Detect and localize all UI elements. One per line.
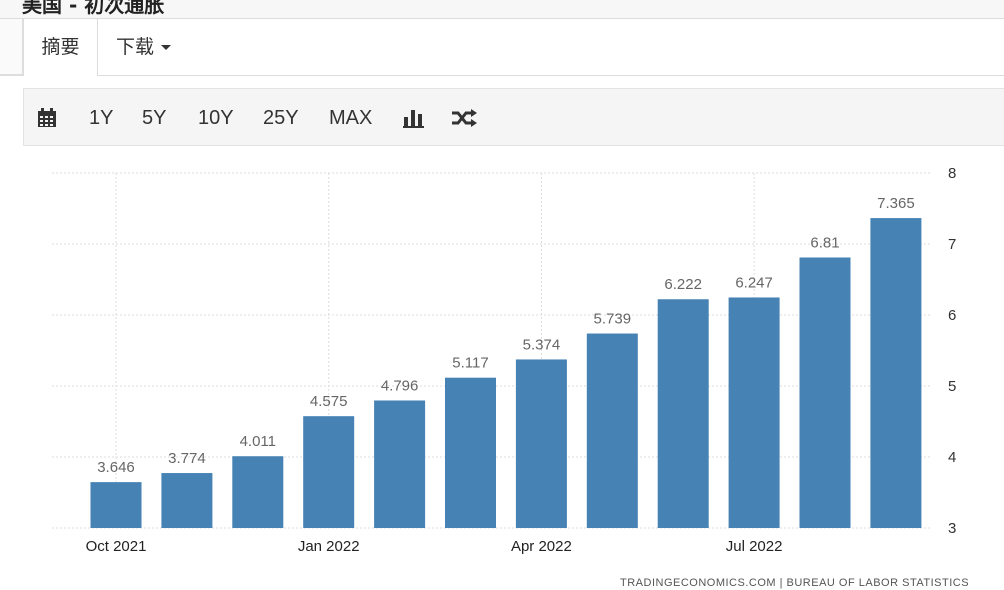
range-max-button[interactable]: MAX — [329, 107, 373, 129]
x-tick-label: Oct 2021 — [86, 538, 147, 555]
tab-summary[interactable]: 摘要 — [23, 19, 98, 76]
y-tick-label: 8 — [948, 165, 956, 182]
bar — [374, 400, 426, 528]
y-tick-label: 3 — [948, 520, 956, 537]
bar — [445, 377, 496, 528]
bar-value-label: 6.81 — [810, 234, 839, 251]
bar-value-label: 3.774 — [168, 450, 206, 467]
range-5y-button[interactable]: 5Y — [142, 107, 167, 129]
chart-toolbar: 1Y 5Y 10Y 25Y MAX — [23, 88, 1004, 146]
bar — [657, 299, 709, 528]
bar-value-label: 6.222 — [664, 276, 702, 293]
page-header: 美国 - 初次通胀 — [0, 0, 1004, 19]
page-title: 美国 - 初次通胀 — [22, 0, 165, 17]
bar-value-label: 4.011 — [240, 433, 276, 450]
source-credit: TRADINGECONOMICS.COM | BUREAU OF LABOR S… — [620, 577, 970, 589]
tab-bar-edge — [0, 19, 23, 75]
bar-value-label: 5.374 — [523, 336, 561, 353]
x-tick-label: Jul 2022 — [726, 538, 783, 555]
bar-value-label: 3.646 — [97, 459, 135, 476]
range-1y-button[interactable]: 1Y — [89, 107, 114, 129]
bar — [303, 416, 355, 528]
bar-value-label: 7.365 — [877, 195, 915, 212]
x-tick-label: Apr 2022 — [511, 538, 572, 555]
y-tick-label: 6 — [948, 307, 956, 324]
chart-area: 3 4 5 6 7 8 3.646 3.774 4.011 4.575 4.796 5.117 5.37… — [0, 150, 1004, 585]
bar — [799, 257, 851, 528]
shuffle-icon[interactable] — [451, 108, 477, 133]
tab-download-label: 下载 — [116, 36, 155, 58]
tab-summary-label: 摘要 — [41, 36, 80, 58]
y-tick-label: 7 — [948, 236, 956, 253]
caret-down-icon — [161, 45, 172, 50]
bar — [586, 333, 638, 528]
bar-chart-icon[interactable] — [403, 108, 425, 133]
bar-value-label: 4.796 — [381, 377, 419, 394]
bar — [515, 359, 567, 528]
bar — [728, 297, 780, 528]
calendar-icon[interactable] — [37, 108, 57, 133]
bar — [870, 218, 922, 528]
tab-download[interactable]: 下载 — [116, 19, 172, 75]
y-tick-label: 4 — [948, 449, 956, 466]
bar-value-label: 6.247 — [735, 274, 773, 291]
x-tick-label: Jan 2022 — [298, 538, 360, 555]
bar-value-label: 4.575 — [310, 393, 348, 410]
bar-chart: 3 4 5 6 7 8 3.646 3.774 4.011 4.575 4.796 5.117 5.37… — [52, 165, 956, 555]
tab-bar: 摘要 下载 — [0, 19, 1004, 76]
y-tick-label: 5 — [948, 378, 956, 395]
bar — [161, 473, 213, 528]
bar-value-label: 5.739 — [594, 311, 632, 328]
bar — [232, 456, 284, 528]
range-10y-button[interactable]: 10Y — [198, 107, 234, 129]
range-25y-button[interactable]: 25Y — [263, 107, 299, 129]
bar — [90, 482, 142, 528]
bar-value-label: 5.117 — [452, 355, 488, 372]
